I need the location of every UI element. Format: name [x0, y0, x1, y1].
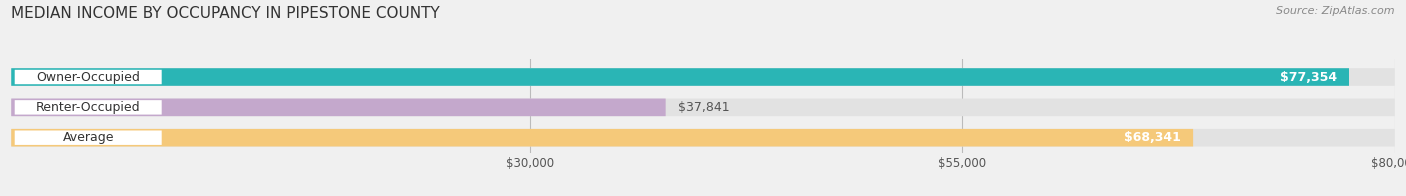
FancyBboxPatch shape: [11, 129, 1395, 146]
Text: Average: Average: [62, 131, 114, 144]
Text: Source: ZipAtlas.com: Source: ZipAtlas.com: [1277, 6, 1395, 16]
Text: Owner-Occupied: Owner-Occupied: [37, 71, 141, 83]
Text: MEDIAN INCOME BY OCCUPANCY IN PIPESTONE COUNTY: MEDIAN INCOME BY OCCUPANCY IN PIPESTONE …: [11, 6, 440, 21]
FancyBboxPatch shape: [11, 68, 1395, 86]
FancyBboxPatch shape: [14, 131, 162, 145]
FancyBboxPatch shape: [14, 100, 162, 115]
Text: Renter-Occupied: Renter-Occupied: [37, 101, 141, 114]
FancyBboxPatch shape: [14, 70, 162, 84]
FancyBboxPatch shape: [11, 99, 1395, 116]
FancyBboxPatch shape: [11, 99, 665, 116]
Text: $37,841: $37,841: [678, 101, 730, 114]
Text: $68,341: $68,341: [1125, 131, 1181, 144]
FancyBboxPatch shape: [11, 129, 1194, 146]
FancyBboxPatch shape: [11, 68, 1348, 86]
Text: $77,354: $77,354: [1279, 71, 1337, 83]
